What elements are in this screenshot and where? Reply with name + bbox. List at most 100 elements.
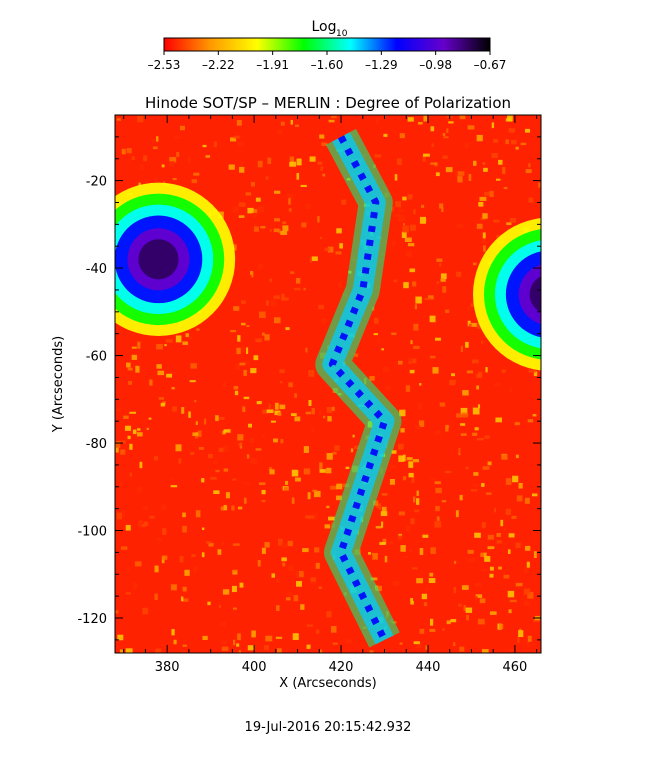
texture-cell	[171, 629, 175, 636]
texture-cell	[326, 452, 333, 460]
texture-cell	[273, 438, 278, 443]
texture-cell	[459, 646, 465, 652]
texture-cell	[445, 167, 453, 173]
texture-cell	[475, 596, 478, 600]
texture-cell	[463, 604, 466, 611]
texture-cell	[509, 388, 512, 392]
texture-cell	[436, 516, 440, 521]
texture-cell	[280, 121, 285, 126]
texture-cell	[123, 415, 129, 419]
texture-cell	[302, 548, 309, 553]
texture-cell	[161, 164, 165, 168]
texture-cell	[449, 379, 456, 386]
texture-cell	[288, 382, 293, 388]
texture-cell	[275, 402, 279, 410]
texture-cell	[377, 339, 381, 343]
texture-cell	[369, 650, 374, 653]
texture-cell	[508, 128, 515, 133]
texture-cell	[324, 247, 331, 252]
texture-cell	[286, 194, 294, 199]
texture-cell	[210, 476, 217, 480]
texture-cell	[485, 367, 488, 373]
texture-cell	[323, 415, 326, 419]
texture-cell	[528, 163, 531, 168]
texture-cell	[250, 181, 255, 187]
texture-cell	[453, 587, 457, 594]
texture-cell	[143, 521, 149, 527]
x-tick-label: 440	[416, 660, 441, 675]
texture-cell	[282, 221, 287, 224]
texture-cell	[445, 425, 449, 432]
texture-cell	[172, 406, 177, 412]
texture-cell	[303, 468, 311, 475]
texture-cell	[476, 223, 483, 229]
plot-frame	[114, 114, 542, 654]
texture-cell	[221, 640, 228, 644]
texture-cell	[319, 649, 323, 653]
texture-cell	[137, 341, 141, 349]
texture-cell	[379, 541, 386, 545]
texture-cell	[405, 251, 413, 258]
texture-cell	[421, 532, 428, 536]
x-tick-label: 400	[242, 660, 267, 675]
texture-cell	[277, 130, 282, 135]
texture-cell	[303, 287, 306, 291]
texture-cell	[428, 295, 434, 300]
texture-cell	[320, 166, 324, 171]
y-tick-label: -100	[77, 525, 107, 540]
texture-cell	[509, 218, 517, 223]
texture-cell	[328, 119, 335, 123]
heatmap-features	[115, 128, 541, 648]
texture-cell	[242, 406, 246, 413]
texture-cell	[491, 152, 498, 158]
texture-cell	[489, 611, 497, 615]
texture-cell	[423, 115, 428, 122]
texture-cell	[508, 609, 512, 614]
texture-cell	[255, 197, 261, 202]
texture-cell	[265, 635, 273, 642]
texture-cell	[338, 282, 343, 288]
texture-cell	[393, 214, 401, 217]
texture-cell	[443, 136, 449, 139]
texture-cell	[172, 177, 177, 181]
texture-cell	[483, 167, 488, 172]
texture-cell	[244, 482, 251, 485]
texture-cell	[273, 317, 281, 324]
texture-cell	[296, 172, 300, 180]
texture-cell	[179, 555, 184, 563]
texture-cell	[402, 454, 406, 462]
texture-cell	[305, 204, 311, 209]
texture-cell	[445, 309, 450, 314]
texture-cell	[472, 483, 479, 487]
texture-cell	[310, 513, 318, 521]
texture-cell	[230, 137, 237, 142]
texture-cell	[476, 134, 483, 142]
texture-cell	[119, 481, 122, 486]
texture-cell	[201, 552, 205, 558]
texture-cell	[273, 295, 280, 300]
texture-cell	[435, 505, 440, 512]
texture-cell	[321, 142, 328, 146]
texture-cell	[237, 434, 244, 441]
texture-cell	[311, 408, 315, 415]
texture-cell	[169, 156, 177, 163]
texture-cell	[418, 420, 425, 427]
texture-cell	[138, 521, 144, 528]
texture-cell	[502, 167, 506, 174]
texture-cell	[160, 402, 165, 407]
texture-cell	[495, 178, 501, 181]
texture-cell	[132, 429, 137, 435]
texture-cell	[180, 125, 185, 131]
texture-cell	[154, 593, 158, 601]
texture-cell	[460, 423, 466, 426]
texture-cell	[250, 270, 253, 275]
texture-cell	[380, 511, 388, 517]
y-axis: -20 -40 -60 -80 -100 -120	[77, 114, 541, 641]
texture-cell	[520, 142, 527, 146]
texture-cell	[246, 454, 250, 459]
texture-cell	[435, 430, 441, 435]
texture-cell	[281, 297, 289, 301]
texture-cell	[257, 160, 263, 168]
colorbar-label-subscript: 10	[336, 29, 348, 39]
texture-cell	[116, 118, 121, 121]
